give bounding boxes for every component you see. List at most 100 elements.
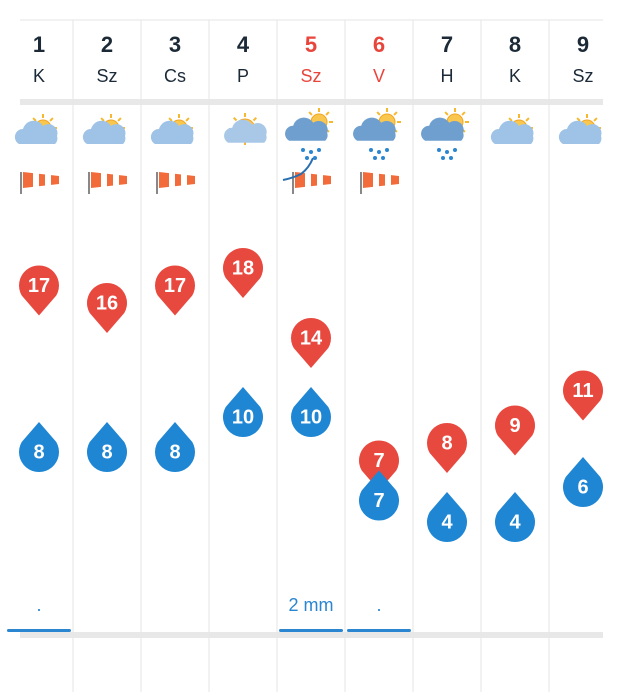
precipitation: 2 mm (289, 595, 334, 615)
sun-ray (325, 111, 330, 116)
footer-divider (20, 632, 603, 638)
rain-drop (445, 150, 449, 154)
windsock-stripe (169, 173, 175, 187)
sun-ray (508, 117, 513, 122)
max-temp-pin (86, 282, 128, 333)
weather-icon (150, 114, 194, 144)
rain-drop (313, 156, 317, 160)
min-temp: 8 (101, 441, 112, 463)
sun-ray (444, 111, 449, 116)
max-temp-pin (495, 405, 535, 456)
sun-ray (308, 111, 313, 116)
sun-ray (32, 117, 37, 122)
min-temp: 10 (232, 406, 254, 428)
weekday: Sz (96, 66, 117, 86)
sun-ray (593, 117, 598, 122)
weekday: Sz (300, 66, 321, 86)
min-temp: 4 (509, 511, 521, 533)
rain-drop (309, 150, 313, 154)
cloud (490, 120, 534, 144)
windsock-stripe (113, 173, 119, 187)
cloud (285, 117, 328, 141)
weather-icon (285, 108, 333, 160)
windsock-stripe (305, 173, 311, 187)
rain-drop (305, 156, 309, 160)
windsock-stripe (45, 173, 51, 187)
rain-drop (369, 148, 373, 152)
rain-drop (301, 148, 305, 152)
weekday: K (33, 66, 45, 86)
sun-ray (168, 117, 173, 122)
sun-ray (49, 117, 54, 122)
precipitation-bar (347, 629, 411, 632)
max-temp-pin (563, 370, 603, 421)
min-temp-drop (223, 387, 263, 438)
rain-drop (381, 156, 385, 160)
wind-icon (282, 157, 331, 194)
weather-icon (353, 108, 401, 160)
cloud (82, 120, 126, 144)
cloud (558, 120, 602, 144)
windsock-stripe (101, 173, 107, 187)
precipitation-bar (279, 629, 343, 632)
windsock-stripe (181, 173, 187, 187)
cloud (421, 117, 464, 141)
windsock-stripe (317, 173, 323, 187)
cloud (224, 119, 267, 143)
max-temp-pin (291, 317, 332, 368)
max-temp: 7 (373, 450, 384, 472)
min-temp: 6 (577, 476, 588, 498)
precipitation-bar (7, 629, 71, 632)
cloud (14, 120, 58, 144)
min-temp-drop (19, 422, 59, 473)
day-number: 7 (441, 32, 453, 57)
max-temp-pin (427, 422, 467, 473)
max-temp: 14 (300, 327, 323, 349)
max-temp: 8 (441, 432, 452, 454)
min-temp: 4 (441, 511, 453, 533)
day-number: 8 (509, 32, 521, 57)
rain-drop (373, 156, 377, 160)
windsock (363, 172, 399, 188)
day-number: 2 (101, 32, 113, 57)
max-temp: 17 (28, 275, 50, 297)
sun-ray (232, 116, 238, 122)
rain-drop (377, 150, 381, 154)
cloud (353, 117, 396, 141)
precipitation: . (36, 595, 41, 615)
day-number: 1 (33, 32, 45, 57)
rain-drop (449, 156, 453, 160)
sun-ray (525, 117, 530, 122)
sun-ray (252, 116, 258, 122)
day-number: 5 (305, 32, 317, 57)
weekday: P (237, 66, 249, 86)
weather-icon (490, 114, 534, 144)
rain-drop (317, 148, 321, 152)
windsock (23, 172, 59, 188)
wind-icon (360, 172, 399, 194)
min-temp: 7 (373, 490, 384, 512)
sun-ray (576, 117, 581, 122)
min-temp-drop (427, 492, 467, 543)
max-temp: 11 (572, 380, 593, 402)
min-temp: 8 (169, 441, 180, 463)
sun-ray (185, 117, 190, 122)
min-temp-drop (154, 422, 195, 473)
wind-icon (156, 172, 195, 194)
weekday: H (441, 66, 454, 86)
windsock-stripe (373, 173, 379, 187)
windsock (91, 172, 127, 188)
cloud (150, 120, 194, 144)
precipitation: . (376, 595, 381, 615)
max-temp-pin (223, 247, 263, 298)
min-temp-drop (495, 492, 535, 543)
min-temp-drop (86, 422, 128, 473)
sun-ray (100, 117, 105, 122)
weekday: Sz (572, 66, 593, 86)
rain-drop (441, 156, 445, 160)
sun-ray (376, 111, 381, 116)
windsock-stripe (33, 173, 39, 187)
day-number: 3 (169, 32, 181, 57)
